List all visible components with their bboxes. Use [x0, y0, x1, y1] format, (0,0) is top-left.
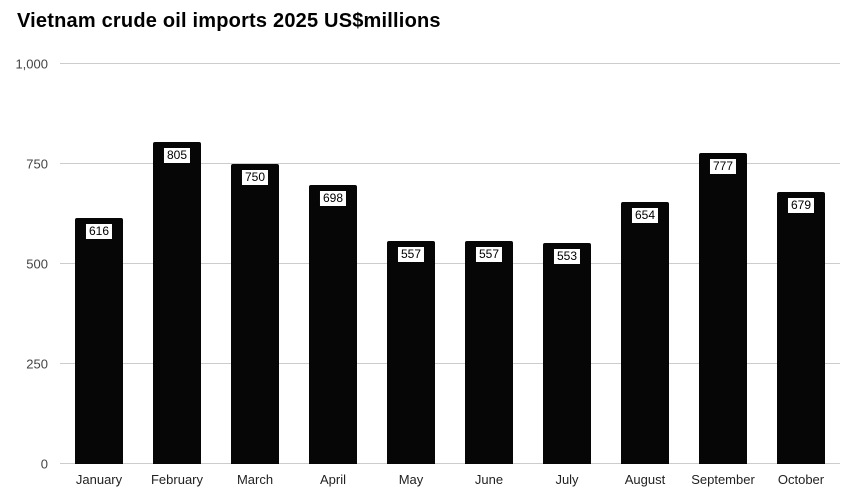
x-axis-tick-label: July	[555, 472, 579, 487]
bar-august: 654	[621, 202, 669, 464]
bar-june: 557	[465, 241, 513, 464]
bar-value-label: 750	[241, 170, 269, 185]
bar-january: 616	[75, 217, 123, 464]
x-axis-tick-label: March	[236, 472, 274, 487]
bar-may: 557	[387, 241, 435, 464]
bar-value-label: 805	[163, 148, 191, 163]
bar-value-label: 557	[475, 247, 503, 263]
y-axis: 0 250 500 750 1,000	[0, 57, 54, 472]
bar-september: 777	[699, 153, 747, 464]
x-axis: January February March April May June July Augu…	[60, 468, 840, 498]
bar-value-label: 698	[319, 190, 347, 206]
bar-july: 553	[543, 242, 591, 464]
bar-slot: 616	[60, 64, 138, 464]
gridline	[60, 263, 840, 264]
x-axis-tick-label: January	[75, 472, 123, 487]
bar-value-label: 616	[85, 223, 113, 239]
y-axis-tick-label: 250	[26, 356, 48, 372]
bar-value-label: 553	[553, 248, 581, 264]
y-axis-tick-label: 0	[40, 456, 48, 472]
bar-slot: 777	[684, 64, 762, 464]
bar-october: 679	[777, 192, 825, 464]
x-axis-tick-label: August	[624, 472, 666, 487]
y-axis-tick-label: 1,000	[15, 56, 48, 72]
bar-march: 750	[231, 164, 279, 464]
bar-value-label: 654	[631, 208, 659, 224]
x-axis-tick-label: October	[777, 472, 825, 487]
gridline	[60, 63, 840, 64]
gridline	[60, 363, 840, 364]
x-axis-tick-label: June	[474, 472, 504, 487]
bar-value-label: 557	[397, 247, 425, 263]
gridline	[60, 463, 840, 464]
bar-slot: 679	[762, 64, 840, 464]
chart-title: Vietnam crude oil imports 2025 US$millio…	[17, 10, 441, 32]
y-axis-tick-label: 750	[26, 156, 48, 172]
bar-april: 698	[309, 184, 357, 464]
x-axis-tick-label: September	[691, 472, 755, 487]
x-axis-tick-label: April	[319, 472, 347, 487]
plot-area: 616 805 750 698 557 557 553 654 777 679	[60, 63, 840, 464]
gridline	[60, 163, 840, 164]
bar-slot: 557	[372, 64, 450, 464]
bar-value-label: 679	[787, 198, 815, 214]
bar-slot: 557	[450, 64, 528, 464]
bar-slot: 805	[138, 64, 216, 464]
bar-slot: 553	[528, 64, 606, 464]
x-axis-tick-label: February	[150, 472, 204, 487]
x-axis-tick-label: May	[398, 472, 424, 487]
y-axis-tick-label: 500	[26, 256, 48, 272]
bar-slot: 654	[606, 64, 684, 464]
bar-february: 805	[153, 142, 201, 464]
bar-value-label: 777	[709, 159, 737, 175]
bar-slot: 750	[216, 64, 294, 464]
bar-slot: 698	[294, 64, 372, 464]
